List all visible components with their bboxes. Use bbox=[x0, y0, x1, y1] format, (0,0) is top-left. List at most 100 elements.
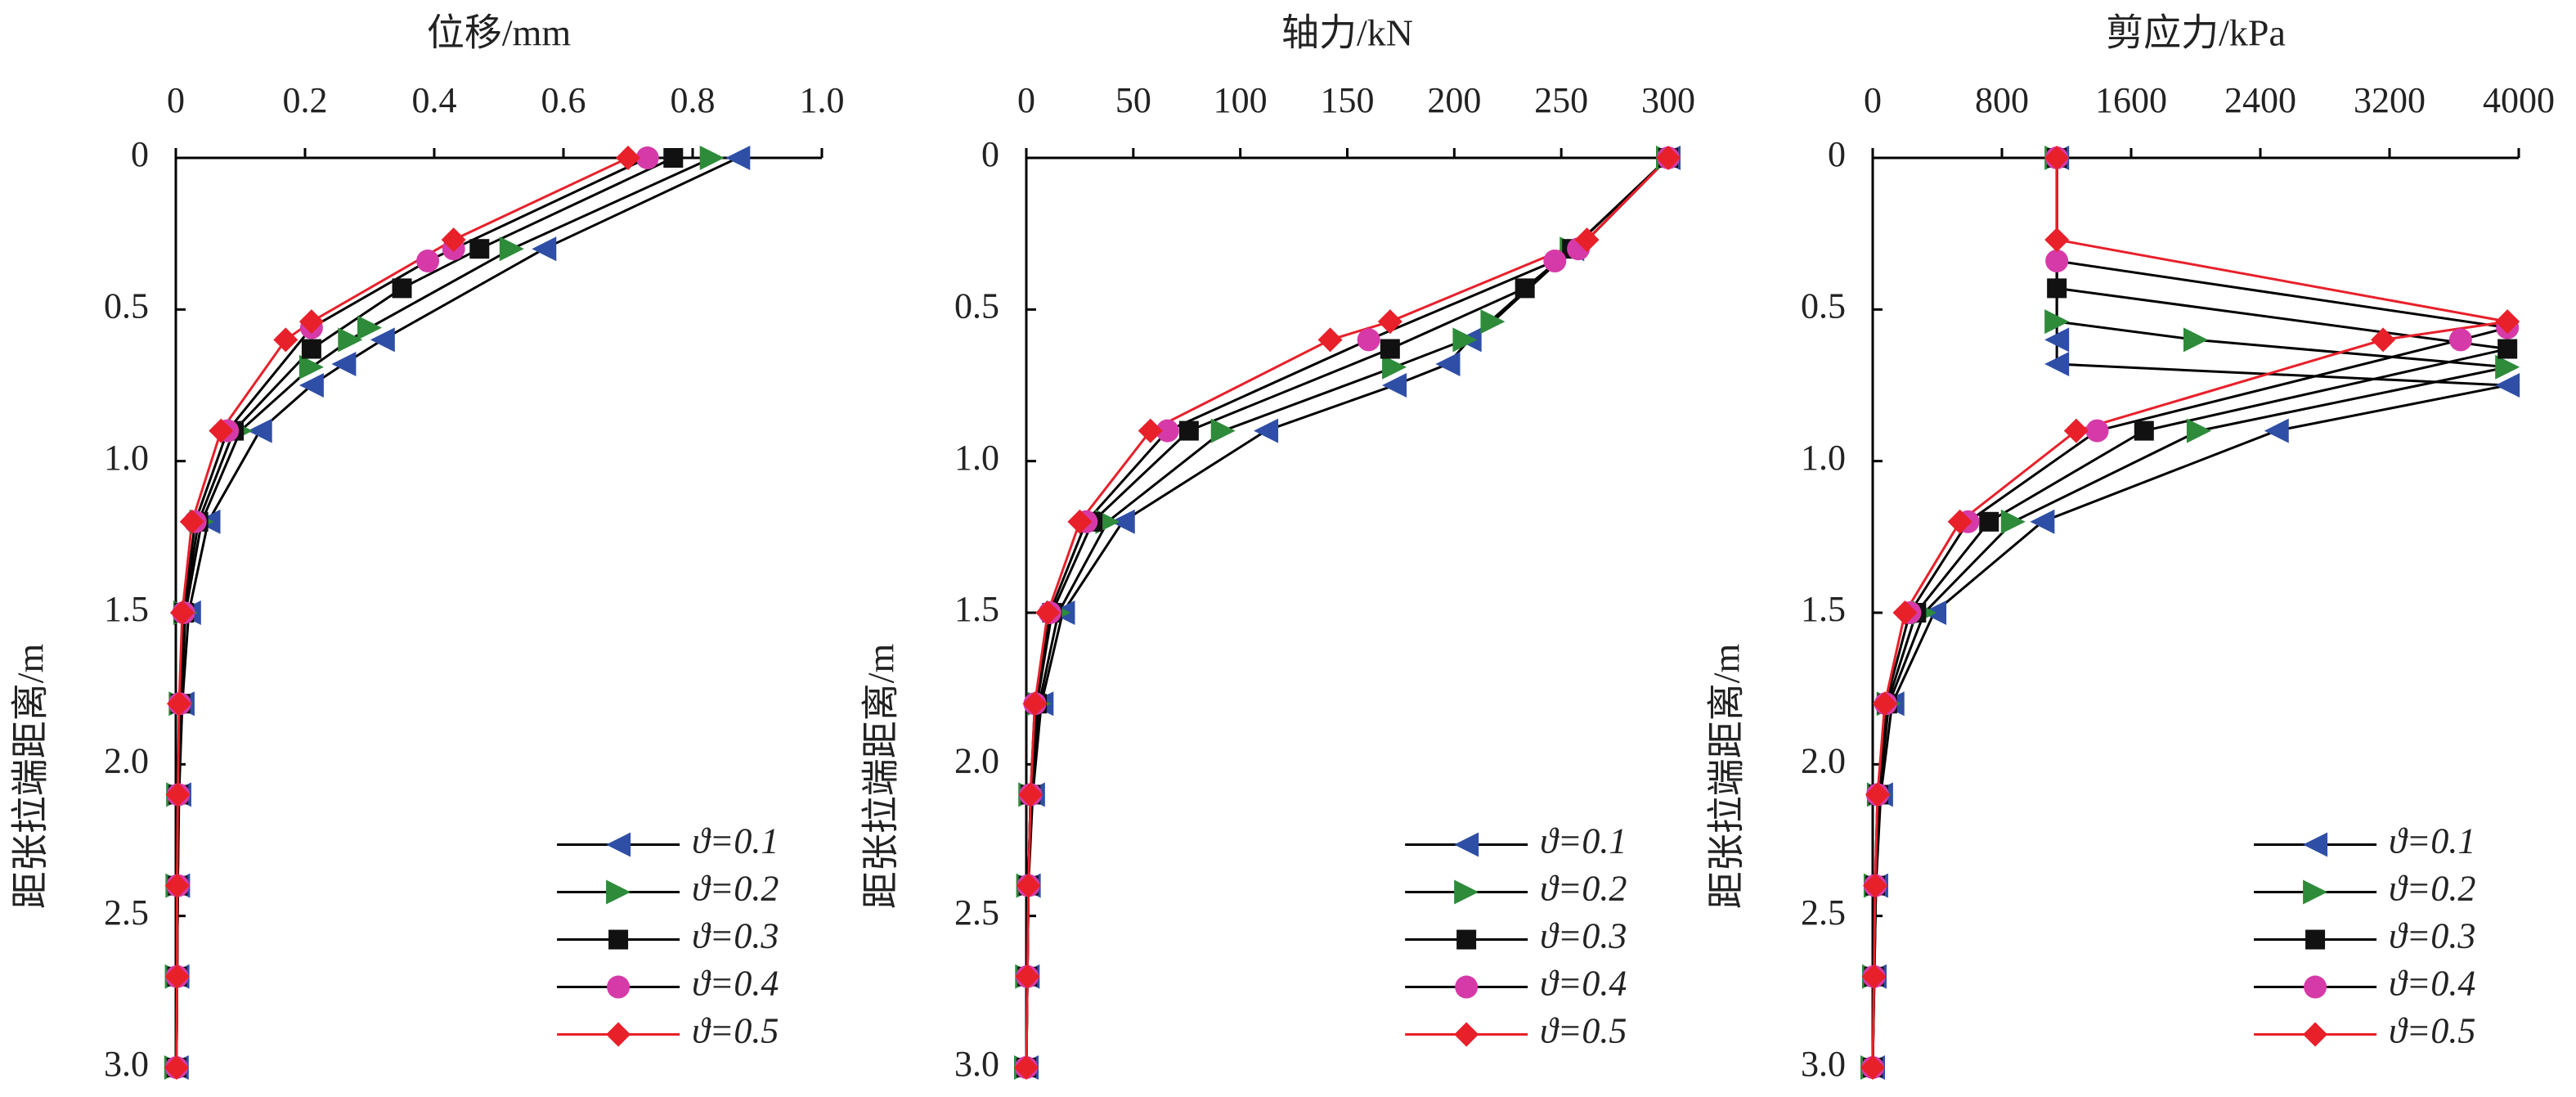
shear-stress-series-5-point bbox=[2044, 146, 2070, 170]
displacement-x-tick-label: 0 bbox=[167, 80, 185, 120]
axial-force-x-tick-label: 100 bbox=[1214, 80, 1268, 120]
axial-force-series-2-point bbox=[1480, 309, 1506, 335]
shear-stress-series-5-point bbox=[1861, 964, 1887, 989]
shear-stress-legend-marker-4 bbox=[2304, 975, 2327, 999]
shear-stress-x-tick-label: 3200 bbox=[2354, 80, 2426, 120]
displacement-series-5-point bbox=[273, 327, 298, 353]
axial-force-x-tick-label: 0 bbox=[1017, 80, 1035, 120]
displacement-y-tick-label: 3.0 bbox=[104, 1044, 149, 1084]
axial-force-series-4-point bbox=[1357, 328, 1380, 352]
shear-stress-y-tick-label: 3.0 bbox=[1801, 1044, 1846, 1084]
axial-force-legend-label-2: ϑ=0.2 bbox=[1540, 869, 1627, 909]
displacement-series-5-point bbox=[169, 600, 195, 625]
axial-force-series-2-point bbox=[1382, 354, 1407, 380]
axial-force-series-4-point bbox=[1543, 250, 1567, 273]
axial-force-series-5-point bbox=[1018, 782, 1043, 807]
shear-stress-y-tick-label: 0.5 bbox=[1801, 285, 1846, 326]
axial-force-series-5-point bbox=[1138, 418, 1163, 443]
chart-panel-shear-stress: 剪应力/kPa 距张拉端距离/m 0 800 1600 2400 3200 4000 0 0.5 1… bbox=[1706, 12, 2555, 1085]
shear-stress-series-5-point bbox=[2044, 227, 2070, 253]
shear-stress-series-2-point bbox=[2000, 509, 2026, 534]
shear-stress-series-5-point bbox=[2371, 327, 2396, 353]
displacement-legend-marker-5 bbox=[606, 1022, 631, 1047]
shear-stress-series-2-point bbox=[2495, 354, 2520, 380]
displacement-series-5-point bbox=[164, 1055, 189, 1080]
displacement-series-5-point bbox=[441, 227, 466, 253]
axial-force-series-line-5 bbox=[1025, 156, 1670, 1068]
shear-stress-series-1-point bbox=[2044, 352, 2070, 377]
displacement-series-5-point bbox=[179, 509, 204, 534]
axial-force-legend-marker-4 bbox=[1455, 975, 1479, 999]
shear-stress-series-1-point bbox=[2264, 418, 2289, 443]
displacement-legend-marker-4 bbox=[607, 975, 631, 999]
axial-force-series-5-point bbox=[1574, 227, 1600, 253]
shear-stress-series-5-point bbox=[1865, 782, 1890, 807]
axial-force-series-5-point bbox=[1656, 146, 1681, 170]
axial-force-series-5-point bbox=[1014, 1055, 1039, 1080]
shear-stress-series-1-point bbox=[2030, 509, 2055, 534]
shear-stress-x-tick-label: 0 bbox=[1864, 80, 1882, 120]
shear-stress-x-tick-label: 4000 bbox=[2483, 80, 2555, 120]
shear-stress-series-5-point bbox=[1892, 600, 1918, 625]
displacement-series-5-point bbox=[298, 309, 324, 335]
axial-force-series-4-point bbox=[1156, 419, 1179, 443]
shear-stress-legend-label-3: ϑ=0.3 bbox=[2389, 916, 2475, 956]
shear-stress-series-5-point bbox=[1862, 873, 1887, 898]
shear-stress-series-2-point bbox=[2044, 309, 2070, 335]
displacement-series-1-point bbox=[247, 418, 272, 443]
shear-stress-y-tick-label: 0 bbox=[1828, 134, 1846, 174]
displacement-series-5-point bbox=[164, 964, 190, 989]
shear-stress-series-3-point bbox=[2047, 278, 2067, 299]
axial-force-series-1-point bbox=[1254, 418, 1279, 443]
displacement-series-line-5 bbox=[175, 156, 629, 1068]
displacement-series-5-point bbox=[164, 873, 190, 898]
axial-force-series-2-point bbox=[1210, 418, 1236, 443]
displacement-series-4-point bbox=[635, 146, 659, 169]
shear-stress-legend-label-5: ϑ=0.5 bbox=[2389, 1011, 2475, 1051]
axial-force-y-tick-label: 3.0 bbox=[954, 1044, 999, 1084]
shear-stress-y-tick-label: 1.0 bbox=[1801, 438, 1846, 478]
displacement-series-1-point bbox=[298, 373, 324, 398]
displacement-y-tick-label: 0.5 bbox=[104, 285, 149, 326]
shear-stress-x-tick-label: 2400 bbox=[2224, 80, 2296, 120]
shear-stress-series-3-point bbox=[2497, 339, 2518, 359]
axial-force-series-5-point bbox=[1377, 309, 1402, 335]
axial-force-y-tick-label: 2.0 bbox=[954, 740, 999, 780]
shear-stress-series-2-point bbox=[2183, 327, 2208, 353]
axial-force-y-tick-label: 1.5 bbox=[954, 589, 999, 629]
displacement-y-axis-label: 距张拉端距离/m bbox=[10, 644, 52, 910]
displacement-series-3-point bbox=[469, 239, 490, 259]
shear-stress-legend-marker-2 bbox=[2303, 879, 2328, 905]
displacement-legend-label-5: ϑ=0.5 bbox=[692, 1011, 779, 1051]
displacement-series-1-point bbox=[532, 236, 557, 262]
displacement-series-2-point bbox=[338, 327, 363, 353]
displacement-series-5-point bbox=[166, 691, 191, 717]
axial-force-title: 轴力/kN bbox=[1281, 12, 1413, 54]
displacement-y-tick-label: 1.5 bbox=[104, 589, 149, 629]
displacement-legend-marker-3 bbox=[608, 929, 629, 950]
displacement-series-line-1 bbox=[175, 156, 738, 1068]
displacement-series-2-point bbox=[499, 236, 524, 262]
displacement-series-line-3 bbox=[175, 156, 674, 1068]
axial-force-series-3-point bbox=[1515, 278, 1535, 299]
displacement-x-tick-label: 0.4 bbox=[412, 80, 457, 120]
displacement-series-2-point bbox=[357, 315, 382, 340]
axial-force-x-tick-label: 50 bbox=[1115, 80, 1151, 120]
displacement-y-tick-label: 0 bbox=[131, 134, 149, 174]
displacement-series-2-point bbox=[699, 146, 725, 170]
shear-stress-legend-label-1: ϑ=0.1 bbox=[2389, 821, 2475, 861]
displacement-legend-marker-2 bbox=[606, 879, 631, 905]
axial-force-series-2-point bbox=[1452, 327, 1478, 353]
shear-stress-series-5-point bbox=[2063, 418, 2089, 443]
axial-force-legend-label-1: ϑ=0.1 bbox=[1540, 821, 1627, 861]
shear-stress-y-tick-label: 2.5 bbox=[1801, 892, 1846, 933]
shear-stress-series-4-point bbox=[2085, 419, 2109, 443]
axial-force-y-tick-label: 0.5 bbox=[954, 285, 999, 326]
shear-stress-series-2-point bbox=[2186, 418, 2211, 443]
shear-stress-series-5-point bbox=[1947, 509, 1972, 534]
displacement-legend-label-4: ϑ=0.4 bbox=[692, 964, 779, 1004]
displacement-x-tick-label: 0.8 bbox=[671, 80, 716, 120]
displacement-title: 位移/mm bbox=[427, 12, 572, 54]
displacement-series-4-point bbox=[416, 250, 440, 273]
axial-force-y-tick-label: 1.0 bbox=[954, 438, 999, 478]
